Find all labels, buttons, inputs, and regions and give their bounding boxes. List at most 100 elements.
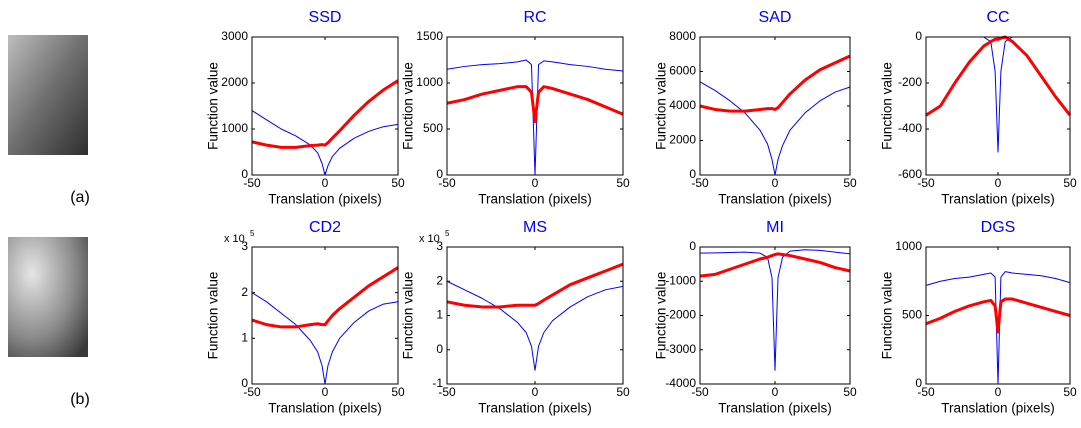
chart-title: RC xyxy=(523,9,546,26)
data-line xyxy=(925,297,1071,334)
y-axis-label: Function value xyxy=(654,272,669,360)
y-tick-label: 0 xyxy=(241,376,248,390)
chart-title: SSD xyxy=(309,9,342,26)
x-tick-label: 0 xyxy=(322,385,329,399)
y-multiplier-exp: 5 xyxy=(250,229,255,238)
chart-title: CD2 xyxy=(309,219,341,236)
image-label: (a) xyxy=(70,189,90,206)
y-tick-label: 8000 xyxy=(669,29,696,43)
data-line xyxy=(446,85,624,124)
y-tick-label: 0 xyxy=(689,167,696,181)
y-tick-label: 500 xyxy=(423,121,443,135)
chart-title: DGS xyxy=(981,219,1016,236)
y-tick-label: 3000 xyxy=(221,29,248,43)
x-tick-label: -50 xyxy=(438,385,456,399)
data-line xyxy=(699,249,851,371)
y-tick-label: 1000 xyxy=(221,121,248,135)
y-tick-label: 0 xyxy=(915,376,922,390)
y-tick-label: -2000 xyxy=(665,308,696,322)
x-tick-label: -50 xyxy=(917,385,935,399)
y-tick-label: -3000 xyxy=(665,342,696,356)
x-axis-label: Translation (pixels) xyxy=(718,192,832,207)
x-tick-label: 50 xyxy=(1063,176,1077,190)
chart-title: CC xyxy=(986,9,1009,26)
y-tick-label: 3 xyxy=(436,239,443,253)
y-tick-label: 2 xyxy=(436,273,443,287)
y-tick-label: -600 xyxy=(898,167,922,181)
y-tick-label: 1000 xyxy=(416,75,443,89)
x-tick-label: 0 xyxy=(995,385,1002,399)
x-tick-label: -50 xyxy=(438,176,456,190)
chart-title: MI xyxy=(766,219,784,236)
y-tick-label: -4000 xyxy=(665,376,696,390)
plot-frame xyxy=(925,246,1071,385)
x-tick-label: 50 xyxy=(391,176,405,190)
y-tick-label: 2000 xyxy=(221,75,248,89)
x-axis-label: Translation (pixels) xyxy=(941,192,1055,207)
y-multiplier-exp: 5 xyxy=(445,229,450,238)
x-tick-label: 50 xyxy=(616,385,630,399)
data-line xyxy=(446,262,624,309)
y-tick-label: 0 xyxy=(915,29,922,43)
data-line xyxy=(251,292,399,385)
y-tick-label: 1000 xyxy=(895,239,922,253)
y-tick-label: 6000 xyxy=(669,64,696,78)
y-tick-label: 1 xyxy=(241,331,248,345)
plot-frame xyxy=(446,246,624,385)
y-tick-label: 1500 xyxy=(416,29,443,43)
x-tick-label: 50 xyxy=(616,176,630,190)
y-axis-label: Function value xyxy=(401,272,416,360)
plot-frame xyxy=(446,36,624,176)
x-tick-label: 0 xyxy=(772,385,779,399)
image-b xyxy=(8,237,88,357)
x-tick-label: -50 xyxy=(691,176,709,190)
y-axis-label: Function value xyxy=(206,272,221,360)
plot-frame xyxy=(251,246,399,385)
x-tick-label: -50 xyxy=(243,385,261,399)
y-axis-label: Function value xyxy=(206,62,221,150)
data-line xyxy=(251,110,399,176)
data-line xyxy=(446,280,624,371)
y-tick-label: 0 xyxy=(436,342,443,356)
y-tick-label: 0 xyxy=(241,167,248,181)
plot-frame xyxy=(699,246,851,385)
y-axis-label: Function value xyxy=(880,62,895,150)
y-axis-label: Function value xyxy=(880,272,895,360)
y-tick-label: 500 xyxy=(902,308,922,322)
y-tick-label: -1 xyxy=(432,376,443,390)
x-tick-label: 0 xyxy=(995,176,1002,190)
y-tick-label: -200 xyxy=(898,75,922,89)
plot-frame xyxy=(699,36,851,176)
y-tick-label: 1 xyxy=(436,308,443,322)
data-line xyxy=(925,35,1072,117)
x-tick-label: 50 xyxy=(843,385,857,399)
data-line xyxy=(699,81,851,176)
y-tick-label: 0 xyxy=(689,239,696,253)
x-axis-label: Translation (pixels) xyxy=(941,401,1055,416)
x-tick-label: -50 xyxy=(243,176,261,190)
y-axis-label: Function value xyxy=(401,62,416,150)
x-tick-label: 0 xyxy=(322,176,329,190)
x-tick-label: -50 xyxy=(691,385,709,399)
x-tick-label: 50 xyxy=(391,385,405,399)
data-line xyxy=(699,54,851,113)
x-tick-label: 50 xyxy=(1063,385,1077,399)
plot-frame xyxy=(251,36,399,176)
y-tick-label: 4000 xyxy=(669,98,696,112)
x-axis-label: Translation (pixels) xyxy=(268,401,382,416)
y-axis-label: Function value xyxy=(654,62,669,150)
y-multiplier: x 10 xyxy=(419,233,440,245)
y-tick-label: 2000 xyxy=(669,133,696,147)
y-tick-label: -1000 xyxy=(665,273,696,287)
x-axis-label: Translation (pixels) xyxy=(478,401,592,416)
y-tick-label: 0 xyxy=(436,167,443,181)
x-tick-label: -50 xyxy=(917,176,935,190)
y-multiplier: x 10 xyxy=(224,233,245,245)
image-a xyxy=(8,35,88,155)
y-tick-label: 2 xyxy=(241,285,248,299)
chart-title: SAD xyxy=(759,9,792,26)
chart-title: MS xyxy=(523,219,547,236)
x-tick-label: 50 xyxy=(843,176,857,190)
data-line xyxy=(699,252,851,278)
